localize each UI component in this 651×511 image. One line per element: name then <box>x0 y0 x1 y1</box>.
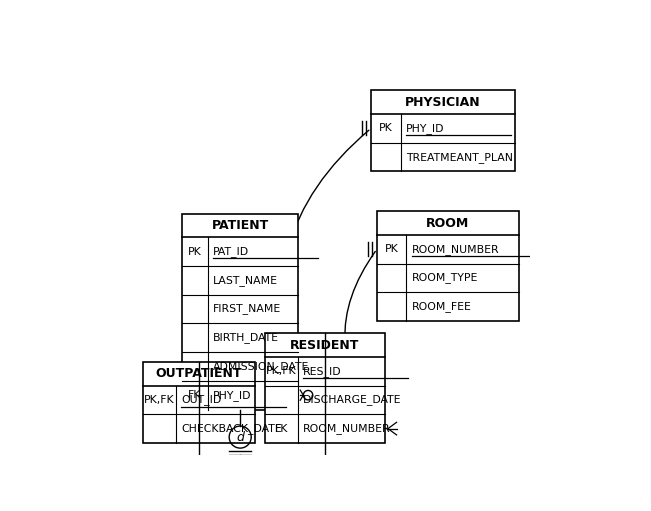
Text: d: d <box>236 431 244 444</box>
Text: TREATMEANT_PLAN: TREATMEANT_PLAN <box>406 152 512 162</box>
Text: ROOM_TYPE: ROOM_TYPE <box>411 272 478 284</box>
Text: ROOM_NUMBER: ROOM_NUMBER <box>303 423 391 434</box>
Text: PK: PK <box>188 247 202 257</box>
Text: OUT_ID: OUT_ID <box>182 394 221 405</box>
Bar <box>143 362 255 443</box>
Text: PHYSICIAN: PHYSICIAN <box>405 96 480 109</box>
Text: FK: FK <box>275 424 288 434</box>
Text: RESIDENT: RESIDENT <box>290 338 359 352</box>
Bar <box>377 211 519 321</box>
Text: CHECKBACK_DATE: CHECKBACK_DATE <box>182 423 282 434</box>
Text: ADMISSION_DATE: ADMISSION_DATE <box>213 361 309 372</box>
Text: FIRST_NAME: FIRST_NAME <box>213 304 281 314</box>
Text: ROOM_FEE: ROOM_FEE <box>411 301 471 312</box>
Text: PK: PK <box>385 244 398 254</box>
Text: OUTPATIENT: OUTPATIENT <box>156 367 242 380</box>
Text: PK,FK: PK,FK <box>145 395 175 405</box>
Text: PATIENT: PATIENT <box>212 219 269 232</box>
Text: RES_ID: RES_ID <box>303 366 342 377</box>
Text: PK,FK: PK,FK <box>266 366 297 376</box>
Text: PHY_ID: PHY_ID <box>406 123 444 134</box>
Text: LAST_NAME: LAST_NAME <box>213 275 278 286</box>
Text: PAT_ID: PAT_ID <box>213 246 249 257</box>
Text: PHY_ID: PHY_ID <box>213 390 251 401</box>
Text: FK: FK <box>188 390 202 400</box>
Text: BIRTH_DATE: BIRTH_DATE <box>213 332 279 343</box>
Bar <box>265 333 385 443</box>
Text: PK: PK <box>379 124 393 133</box>
Text: DISCHARGE_DATE: DISCHARGE_DATE <box>303 394 402 405</box>
Bar <box>182 214 298 409</box>
Text: ROOM_NUMBER: ROOM_NUMBER <box>411 244 499 254</box>
Text: ROOM: ROOM <box>426 217 469 229</box>
Bar <box>371 90 515 172</box>
